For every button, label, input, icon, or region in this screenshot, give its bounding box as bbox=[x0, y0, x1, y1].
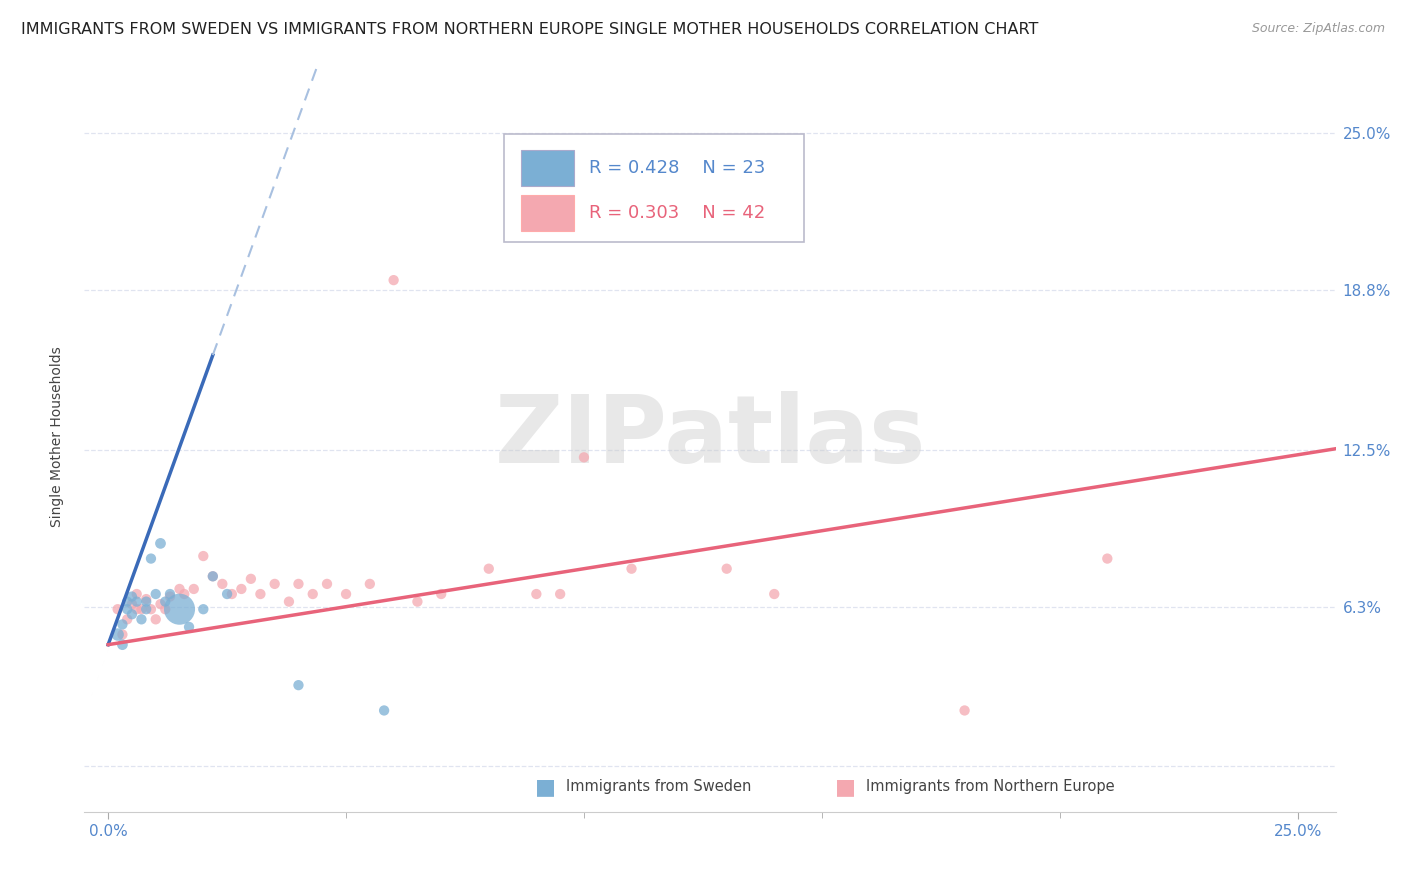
Point bbox=[201, 569, 224, 583]
Point bbox=[173, 587, 195, 601]
Point bbox=[335, 587, 357, 601]
Point bbox=[107, 602, 129, 616]
Point bbox=[524, 587, 547, 601]
Point bbox=[572, 450, 595, 465]
Point bbox=[169, 602, 191, 616]
Point bbox=[115, 612, 138, 626]
FancyBboxPatch shape bbox=[522, 195, 574, 231]
Text: ■: ■ bbox=[534, 777, 555, 797]
Point bbox=[239, 572, 262, 586]
Point bbox=[430, 587, 453, 601]
Point bbox=[359, 577, 381, 591]
FancyBboxPatch shape bbox=[522, 150, 574, 186]
Text: ZIPatlas: ZIPatlas bbox=[495, 391, 925, 483]
Point bbox=[125, 602, 148, 616]
Text: ■: ■ bbox=[835, 777, 856, 797]
Point bbox=[217, 587, 239, 601]
Point bbox=[149, 597, 172, 611]
Point bbox=[149, 536, 172, 550]
Point bbox=[373, 703, 395, 717]
Point bbox=[169, 582, 191, 596]
Point bbox=[763, 587, 786, 601]
Point bbox=[231, 582, 253, 596]
Point bbox=[121, 607, 143, 622]
Point bbox=[263, 577, 285, 591]
Text: Source: ZipAtlas.com: Source: ZipAtlas.com bbox=[1251, 22, 1385, 36]
Point bbox=[139, 551, 162, 566]
Point bbox=[316, 577, 339, 591]
Point bbox=[193, 602, 215, 616]
Point bbox=[125, 587, 148, 601]
Point bbox=[115, 594, 138, 608]
Point bbox=[155, 602, 177, 616]
Point bbox=[287, 577, 309, 591]
Point bbox=[139, 602, 162, 616]
Point bbox=[145, 587, 167, 601]
Point bbox=[155, 594, 177, 608]
Point bbox=[287, 678, 309, 692]
Point bbox=[548, 587, 571, 601]
Text: Immigrants from Sweden: Immigrants from Sweden bbox=[567, 780, 751, 795]
Y-axis label: Single Mother Households: Single Mother Households bbox=[49, 347, 63, 527]
Point bbox=[121, 590, 143, 604]
Point bbox=[145, 612, 167, 626]
Point bbox=[111, 617, 134, 632]
Point bbox=[183, 582, 205, 596]
Point bbox=[125, 594, 148, 608]
Point bbox=[406, 594, 429, 608]
Point bbox=[201, 569, 224, 583]
Text: IMMIGRANTS FROM SWEDEN VS IMMIGRANTS FROM NORTHERN EUROPE SINGLE MOTHER HOUSEHOL: IMMIGRANTS FROM SWEDEN VS IMMIGRANTS FRO… bbox=[21, 22, 1039, 37]
Point bbox=[211, 577, 233, 591]
Text: R = 0.428    N = 23: R = 0.428 N = 23 bbox=[589, 159, 765, 178]
Point bbox=[193, 549, 215, 563]
Point bbox=[249, 587, 271, 601]
Point bbox=[716, 562, 738, 576]
Point bbox=[301, 587, 323, 601]
Point bbox=[135, 602, 157, 616]
Point bbox=[382, 273, 405, 287]
Point bbox=[221, 587, 243, 601]
Point bbox=[278, 594, 301, 608]
FancyBboxPatch shape bbox=[503, 134, 804, 243]
Point bbox=[953, 703, 976, 717]
Point bbox=[131, 602, 153, 616]
Point bbox=[620, 562, 643, 576]
Text: Immigrants from Northern Europe: Immigrants from Northern Europe bbox=[866, 780, 1115, 795]
Text: R = 0.303    N = 42: R = 0.303 N = 42 bbox=[589, 204, 765, 222]
Point bbox=[121, 597, 143, 611]
Point bbox=[107, 627, 129, 641]
Point bbox=[115, 602, 138, 616]
Point bbox=[131, 612, 153, 626]
Point bbox=[135, 592, 157, 607]
Point bbox=[135, 594, 157, 608]
Point bbox=[111, 638, 134, 652]
Point bbox=[478, 562, 501, 576]
Point bbox=[177, 620, 200, 634]
Point bbox=[159, 590, 181, 604]
Point bbox=[1097, 551, 1119, 566]
Point bbox=[159, 587, 181, 601]
Point bbox=[111, 627, 134, 641]
